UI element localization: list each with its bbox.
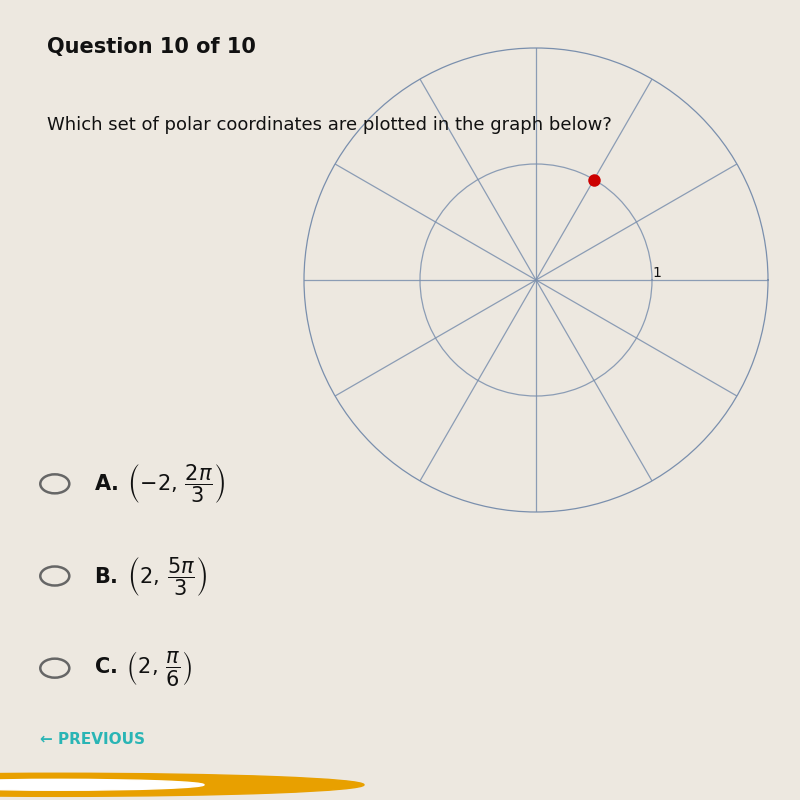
Text: $\mathbf{B.}\;\left(2,\,\dfrac{5\pi}{3}\right)$: $\mathbf{B.}\;\left(2,\,\dfrac{5\pi}{3}\… (94, 554, 208, 598)
Text: Which set of polar coordinates are plotted in the graph below?: Which set of polar coordinates are plott… (46, 116, 612, 134)
Text: 1: 1 (652, 266, 661, 280)
Text: Question 10 of 10: Question 10 of 10 (46, 37, 256, 57)
Text: $\mathbf{A.}\;\left(-2,\,\dfrac{2\pi}{3}\right)$: $\mathbf{A.}\;\left(-2,\,\dfrac{2\pi}{3}… (94, 462, 226, 506)
Circle shape (0, 774, 364, 796)
Text: ← PREVIOUS: ← PREVIOUS (40, 733, 145, 747)
Circle shape (0, 779, 204, 790)
Text: $\mathbf{C.}\;\left(2,\,\dfrac{\pi}{6}\right)$: $\mathbf{C.}\;\left(2,\,\dfrac{\pi}{6}\r… (94, 649, 192, 688)
